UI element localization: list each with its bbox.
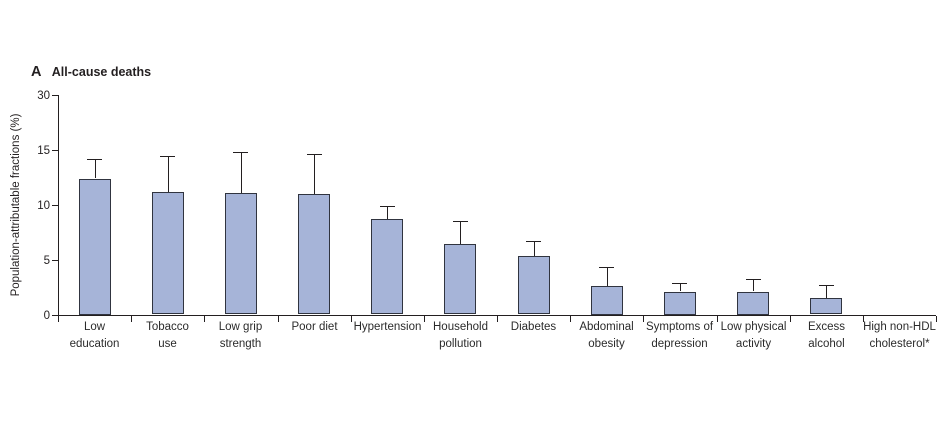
panel-title: A All-cause deaths — [31, 63, 151, 81]
error-bar-cap — [307, 154, 322, 156]
error-bar-cap — [160, 155, 175, 157]
bar — [737, 291, 769, 315]
x-tick-label: Low grip strength — [218, 321, 263, 350]
error-bar — [534, 241, 535, 257]
error-bar-cap — [380, 205, 395, 207]
x-tick — [790, 316, 791, 322]
error-bar-cap — [233, 152, 248, 154]
bar — [664, 291, 696, 315]
x-tick-label: Excess alcohol — [807, 321, 846, 350]
x-tick — [424, 316, 425, 322]
x-tick-label: Tobacco use — [146, 321, 189, 350]
x-tick — [863, 316, 864, 322]
x-tick-label: High non-HDL cholesterol* — [863, 321, 936, 350]
x-tick-label: Poor diet — [291, 321, 338, 333]
x-tick-label: Low education — [69, 321, 120, 350]
x-tick-label: Abdominal obesity — [579, 321, 634, 350]
x-tick — [717, 316, 718, 322]
y-tick — [52, 205, 58, 206]
y-axis-line — [58, 95, 59, 316]
x-tick — [936, 316, 937, 322]
bar — [298, 193, 330, 315]
y-tick-label: 10 — [37, 200, 50, 212]
x-tick — [497, 316, 498, 322]
error-bar — [680, 282, 681, 292]
y-tick — [52, 95, 58, 96]
y-tick-label: 0 — [43, 310, 50, 322]
x-tick-label: Hypertension — [353, 321, 422, 333]
error-bar-cap — [672, 282, 687, 284]
x-tick-label: Diabetes — [510, 321, 557, 333]
x-tick — [351, 316, 352, 322]
x-tick — [58, 316, 59, 322]
y-tick — [52, 150, 58, 151]
error-bar — [753, 279, 754, 292]
x-tick — [204, 316, 205, 322]
error-bar-cap — [526, 241, 541, 242]
y-tick-label: 15 — [37, 145, 50, 157]
error-bar — [607, 267, 608, 286]
error-bar-cap — [819, 284, 834, 286]
chart-title: All-cause deaths — [51, 65, 152, 79]
x-tick — [278, 316, 279, 322]
x-tick-label: Household pollution — [433, 321, 488, 350]
x-tick — [643, 316, 644, 322]
y-tick — [52, 260, 58, 261]
error-bar — [168, 155, 169, 192]
bar — [225, 192, 257, 315]
error-bar — [241, 152, 242, 193]
error-bar — [387, 205, 388, 220]
bar — [591, 286, 623, 315]
bar — [518, 256, 550, 315]
error-bar-cap — [746, 279, 761, 281]
error-bar-cap — [87, 158, 102, 160]
bar — [371, 219, 403, 315]
x-tick-label: Symptoms of depression — [645, 321, 714, 350]
bar — [79, 178, 111, 315]
panel-letter: A — [31, 64, 42, 80]
x-tick — [131, 316, 132, 322]
error-bar-cap — [599, 267, 614, 269]
y-tick-label: 30 — [37, 90, 50, 102]
error-bar — [826, 284, 827, 299]
x-axis-line — [58, 315, 936, 316]
error-bar-cap — [453, 221, 468, 223]
bar — [152, 191, 184, 315]
y-tick-label: 5 — [43, 255, 50, 267]
y-tick — [52, 315, 58, 316]
error-bar — [314, 154, 315, 194]
x-tick-label: Low physical activity — [720, 321, 787, 350]
error-bar — [95, 158, 96, 179]
bar — [444, 244, 476, 315]
bar — [810, 298, 842, 315]
error-bar — [460, 221, 461, 245]
x-tick — [570, 316, 571, 322]
